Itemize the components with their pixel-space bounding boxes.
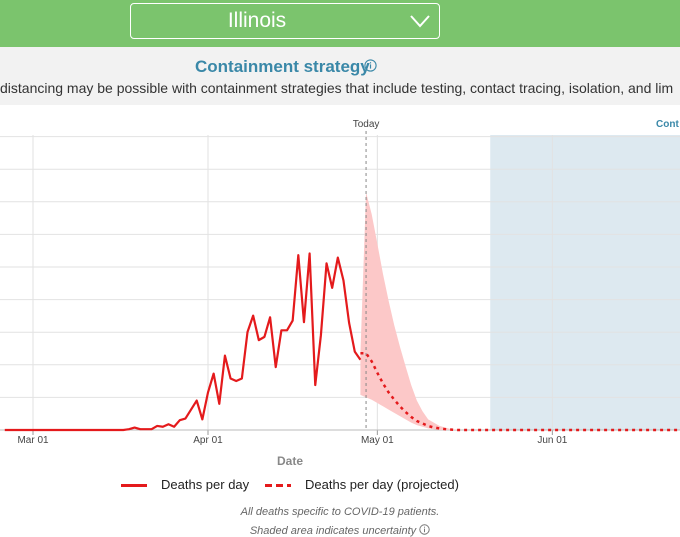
strategy-description: distancing may be possible with containm…	[0, 80, 674, 96]
containment-label: Cont	[656, 119, 679, 130]
chevron-down-icon	[410, 15, 430, 28]
series-deaths-per-day-projected	[360, 351, 680, 432]
today-label: Today	[353, 119, 380, 130]
deaths-chart: Mar 01 Apr 01 May 01 Jun 01 Today Cont Date	[0, 119, 680, 468]
x-tick-label: Apr 01	[193, 435, 223, 446]
legend-actual-label: Deaths per day	[161, 477, 250, 492]
strategy-band	[0, 47, 680, 105]
legend-projected-label: Deaths per day (projected)	[305, 477, 459, 492]
x-tick-label: Mar 01	[17, 435, 49, 446]
header-bar: Illinois	[0, 0, 680, 47]
legend-projected: Deaths per day (projected)	[265, 477, 465, 493]
x-tick-label: Jun 01	[537, 435, 567, 446]
x-axis-title: Date	[277, 454, 303, 468]
state-select-value: Illinois	[227, 9, 287, 32]
legend-actual-swatch	[121, 484, 147, 487]
note-line-2: Shaded area indicates uncertainty	[249, 525, 417, 537]
strategy-title: Containment strategy	[195, 57, 370, 76]
x-tick-label: May 01	[361, 435, 394, 446]
note-line-2-row: Shaded area indicates uncertainty	[0, 524, 680, 537]
containment-region	[490, 135, 680, 430]
legend-projected-swatch	[265, 484, 291, 487]
legend-actual: Deaths per day	[121, 477, 261, 493]
info-icon[interactable]	[364, 59, 377, 72]
note-line-1: All deaths specific to COVID-19 patients…	[240, 506, 440, 518]
info-icon[interactable]	[419, 524, 430, 535]
series-deaths-per-day	[4, 252, 362, 432]
state-select[interactable]: Illinois	[130, 3, 440, 39]
uncertainty-band	[360, 192, 463, 430]
